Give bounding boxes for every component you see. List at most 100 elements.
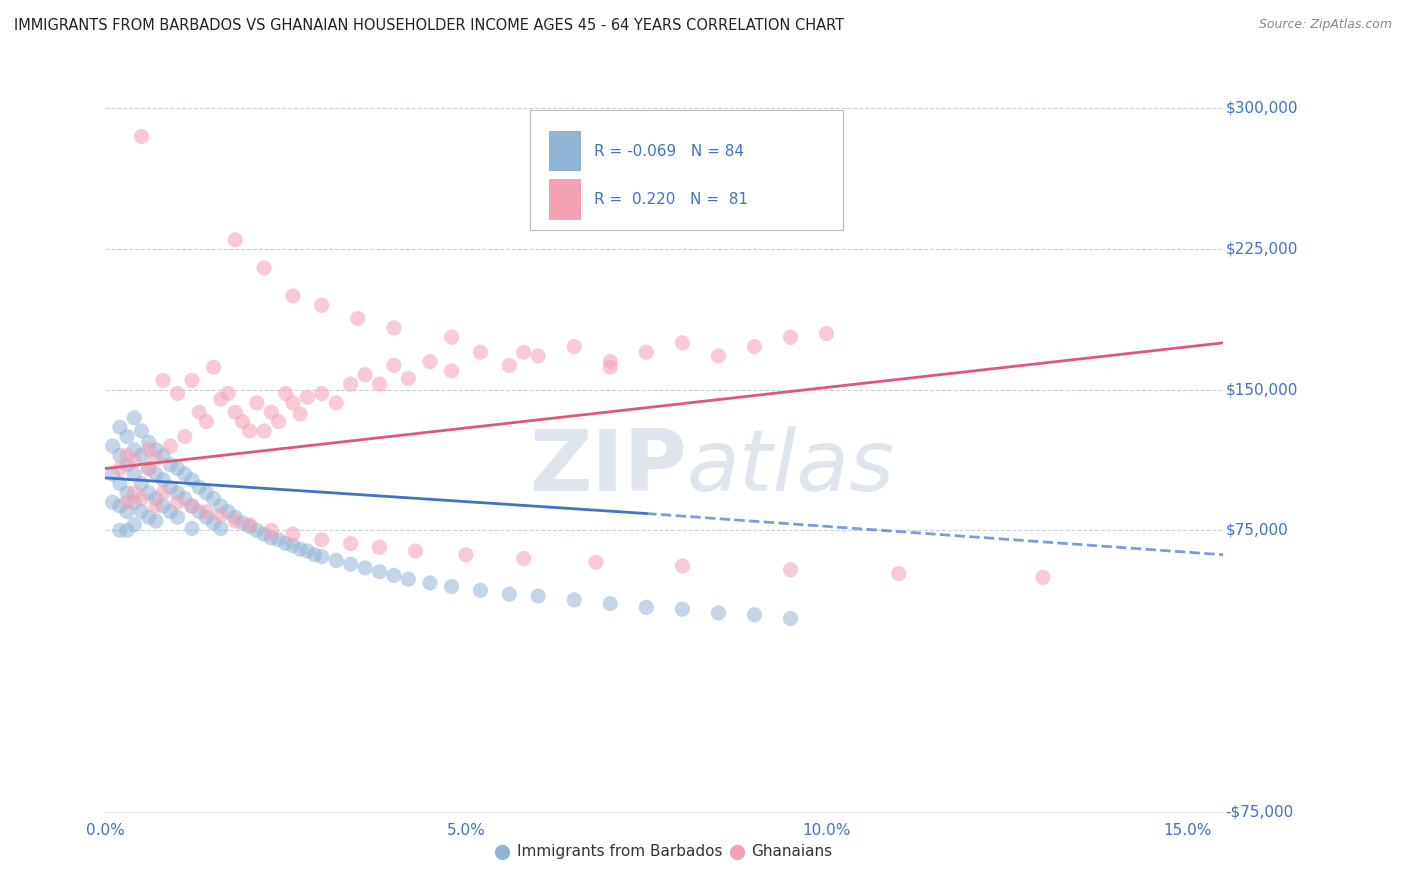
Point	[166, 495, 188, 509]
Point	[779, 563, 801, 577]
Point	[311, 533, 333, 547]
Text: Ghanaians: Ghanaians	[752, 845, 832, 860]
Point	[396, 371, 419, 385]
Point	[599, 360, 621, 375]
Point	[599, 354, 621, 368]
Point	[108, 476, 131, 491]
Point	[173, 467, 195, 482]
Text: R =  0.220   N =  81: R = 0.220 N = 81	[593, 192, 748, 207]
Point	[115, 449, 138, 463]
Point	[131, 129, 153, 144]
Point	[281, 289, 304, 303]
Point	[138, 461, 160, 475]
Point	[152, 473, 174, 487]
Point	[159, 439, 181, 453]
Text: $75,000: $75,000	[1226, 523, 1288, 538]
Point	[181, 499, 204, 513]
Point	[115, 524, 138, 538]
Point	[527, 349, 550, 363]
Point	[339, 557, 361, 571]
Point	[152, 486, 174, 500]
Point	[744, 607, 766, 622]
Point	[281, 527, 304, 541]
Point	[231, 415, 253, 429]
Point	[108, 420, 131, 434]
Point	[138, 435, 160, 450]
Point	[260, 524, 283, 538]
Point	[288, 542, 311, 557]
Point	[354, 368, 377, 382]
Point	[419, 354, 441, 368]
Point	[297, 544, 319, 558]
Point	[396, 572, 419, 586]
Text: $300,000: $300,000	[1226, 101, 1298, 116]
FancyBboxPatch shape	[550, 179, 581, 219]
Point	[246, 396, 269, 410]
Point	[124, 442, 146, 457]
Point	[304, 548, 326, 562]
Point	[195, 510, 218, 524]
Point	[231, 516, 253, 530]
Point	[138, 486, 160, 500]
Point	[382, 568, 405, 582]
Point	[195, 415, 218, 429]
Point	[145, 452, 167, 467]
Point	[181, 522, 204, 536]
Point	[101, 467, 124, 482]
Point	[779, 330, 801, 344]
Point	[181, 373, 204, 387]
Point	[224, 233, 246, 247]
Point	[253, 260, 276, 275]
Point	[152, 499, 174, 513]
Point	[124, 495, 146, 509]
Text: -$75,000: -$75,000	[1226, 805, 1294, 819]
Point	[145, 499, 167, 513]
Point	[815, 326, 838, 341]
Point	[217, 386, 239, 401]
Point	[744, 340, 766, 354]
Point	[145, 442, 167, 457]
Point	[339, 377, 361, 392]
Point	[288, 407, 311, 421]
Text: $225,000: $225,000	[1226, 242, 1298, 257]
Point	[181, 473, 204, 487]
Text: atlas: atlas	[686, 426, 894, 509]
Point	[152, 373, 174, 387]
Point	[209, 508, 232, 523]
Point	[405, 544, 427, 558]
Point	[145, 467, 167, 482]
Point	[209, 392, 232, 406]
Point	[562, 592, 585, 607]
Point	[671, 335, 693, 350]
Point	[115, 505, 138, 519]
Point	[209, 522, 232, 536]
Point	[311, 549, 333, 564]
Point	[202, 491, 225, 506]
Point	[671, 559, 693, 574]
Point	[274, 386, 297, 401]
Point	[108, 461, 131, 475]
Point	[188, 505, 211, 519]
Point	[297, 390, 319, 404]
Point	[159, 458, 181, 472]
Point	[209, 499, 232, 513]
Point	[124, 486, 146, 500]
Text: Immigrants from Barbados: Immigrants from Barbados	[517, 845, 723, 860]
Point	[779, 611, 801, 625]
Point	[131, 491, 153, 506]
Point	[454, 548, 477, 562]
Point	[347, 311, 370, 326]
Text: Source: ZipAtlas.com: Source: ZipAtlas.com	[1258, 18, 1392, 31]
Point	[707, 349, 730, 363]
Point	[311, 298, 333, 312]
Point	[512, 551, 534, 566]
Point	[368, 377, 391, 392]
Point	[166, 486, 188, 500]
Point	[267, 533, 290, 547]
Point	[138, 510, 160, 524]
Point	[636, 600, 658, 615]
Point	[145, 514, 167, 528]
Point	[253, 527, 276, 541]
Point	[166, 510, 188, 524]
Point	[224, 510, 246, 524]
